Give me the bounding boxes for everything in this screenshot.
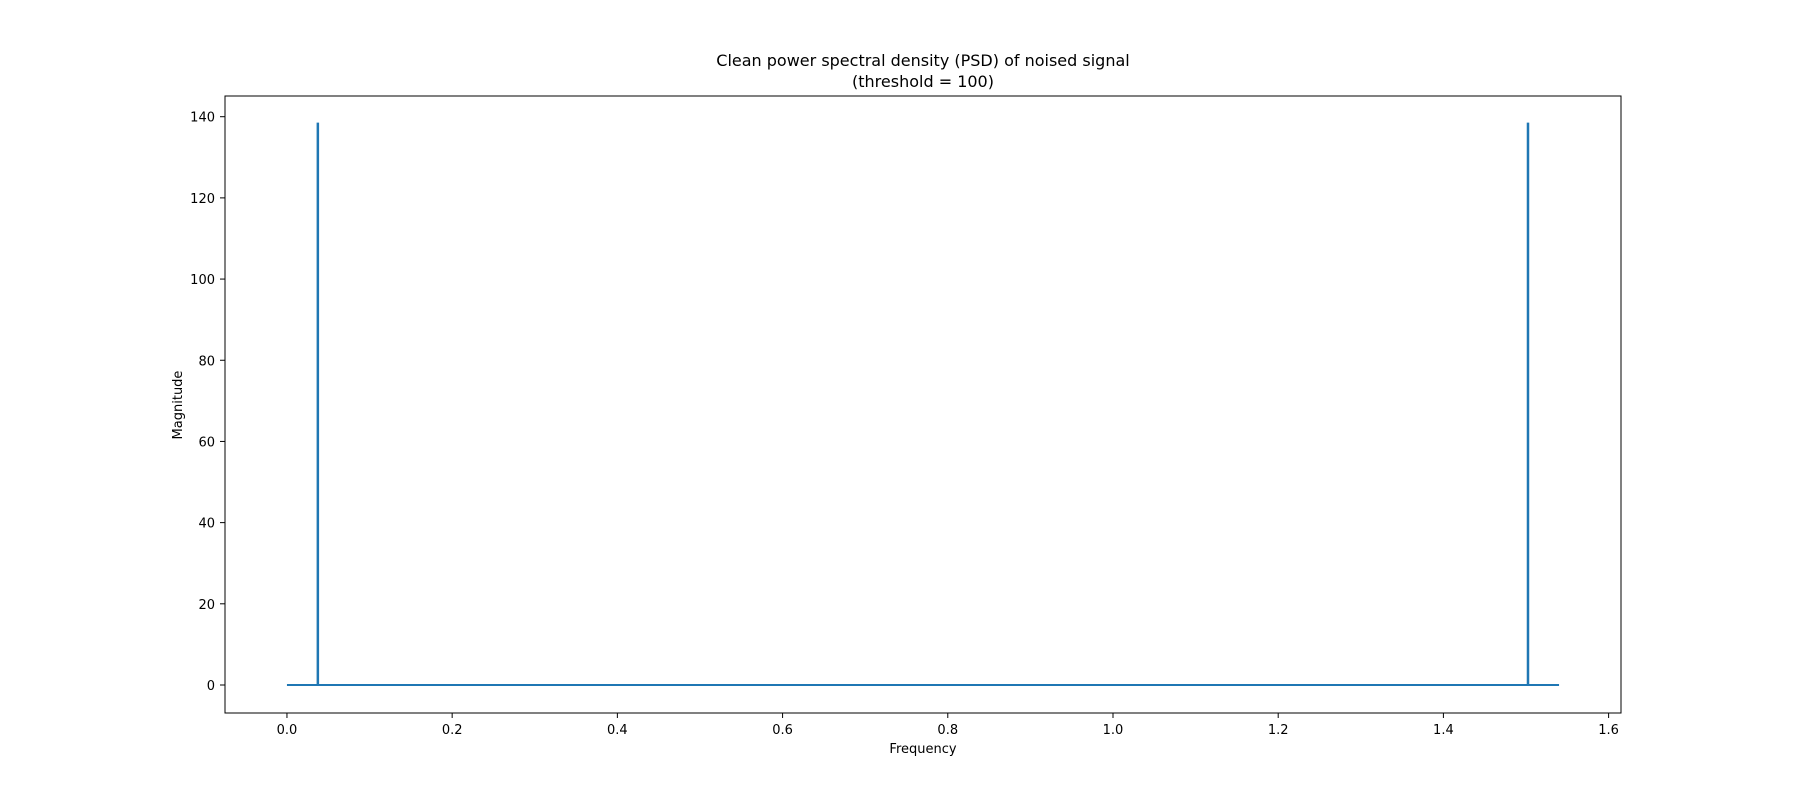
plot-area	[286, 122, 1560, 686]
y-tick-label: 140	[190, 111, 215, 126]
x-tick-label: 0.6	[772, 723, 793, 738]
x-tick-label: 0.4	[607, 723, 628, 738]
y-axis: 0 20 40 60 80 100 120 140	[190, 111, 225, 694]
chart-subtitle: (threshold = 100)	[852, 72, 994, 91]
y-axis-label: Magnitude	[171, 371, 186, 440]
x-tick-label: 0.8	[937, 723, 958, 738]
axes-frame	[224, 95, 1622, 714]
x-tick-label: 1.0	[1103, 723, 1124, 738]
x-tick-label: 1.2	[1268, 723, 1289, 738]
x-tick-label: 0.2	[442, 723, 463, 738]
y-tick-label: 20	[198, 598, 215, 613]
y-tick-label: 120	[190, 192, 215, 207]
x-axis-label: Frequency	[889, 742, 956, 757]
x-axis: 0.0 0.2 0.4 0.6 0.8 1.0 1.2 1.4 1.6	[277, 713, 1619, 738]
y-tick-label: 100	[190, 273, 215, 288]
chart-title: Clean power spectral density (PSD) of no…	[716, 51, 1129, 70]
y-tick-label: 80	[198, 354, 215, 369]
x-tick-label: 1.6	[1598, 723, 1619, 738]
y-tick-label: 60	[198, 435, 215, 450]
x-tick-label: 1.4	[1433, 723, 1454, 738]
y-tick-label: 0	[207, 679, 215, 694]
y-tick-label: 40	[198, 517, 215, 532]
series-line-0	[286, 122, 1560, 686]
x-tick-label: 0.0	[277, 723, 298, 738]
